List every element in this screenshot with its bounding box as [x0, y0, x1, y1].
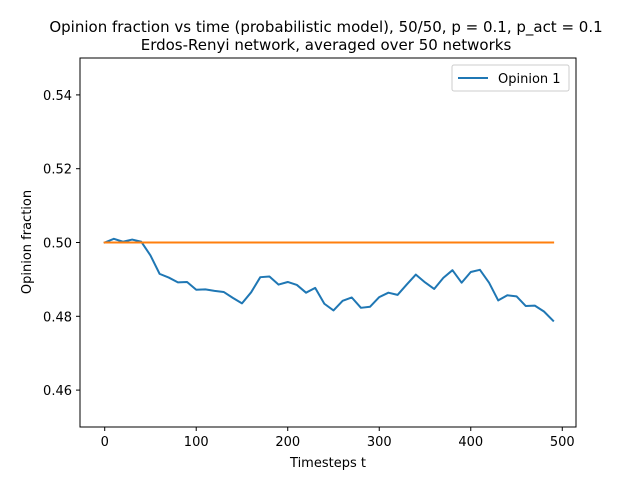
legend-label-opinion-1: Opinion 1 [498, 72, 561, 87]
plot-area [103, 237, 555, 323]
series-line-1 [103, 237, 555, 323]
y-tick-label: 0.54 [43, 89, 72, 104]
x-tick-label: 300 [367, 435, 392, 450]
x-tick-label: 100 [184, 435, 209, 450]
y-tick-label: 0.46 [43, 384, 72, 399]
x-tick-label: 400 [458, 435, 483, 450]
chart-title-line1: Opinion fraction vs time (probabilistic … [49, 18, 602, 37]
y-axis-ticks: 0.46 0.48 0.50 0.52 0.54 [43, 89, 80, 399]
x-axis-label: Timesteps t [289, 456, 366, 471]
x-tick-label: 500 [550, 435, 575, 450]
y-axis-label: Opinion fraction [20, 190, 35, 294]
x-tick-label: 0 [101, 435, 109, 450]
y-tick-label: 0.52 [43, 163, 72, 178]
x-tick-label: 200 [275, 435, 300, 450]
legend-box [451, 64, 570, 92]
y-tick-label: 0.48 [43, 310, 72, 325]
x-axis-ticks: 0 100 200 300 400 500 [101, 427, 575, 450]
legend: Opinion 1 [451, 64, 570, 92]
y-tick-label: 0.50 [43, 237, 72, 252]
chart-title-line2: Erdos-Renyi network, averaged over 50 ne… [141, 36, 512, 54]
